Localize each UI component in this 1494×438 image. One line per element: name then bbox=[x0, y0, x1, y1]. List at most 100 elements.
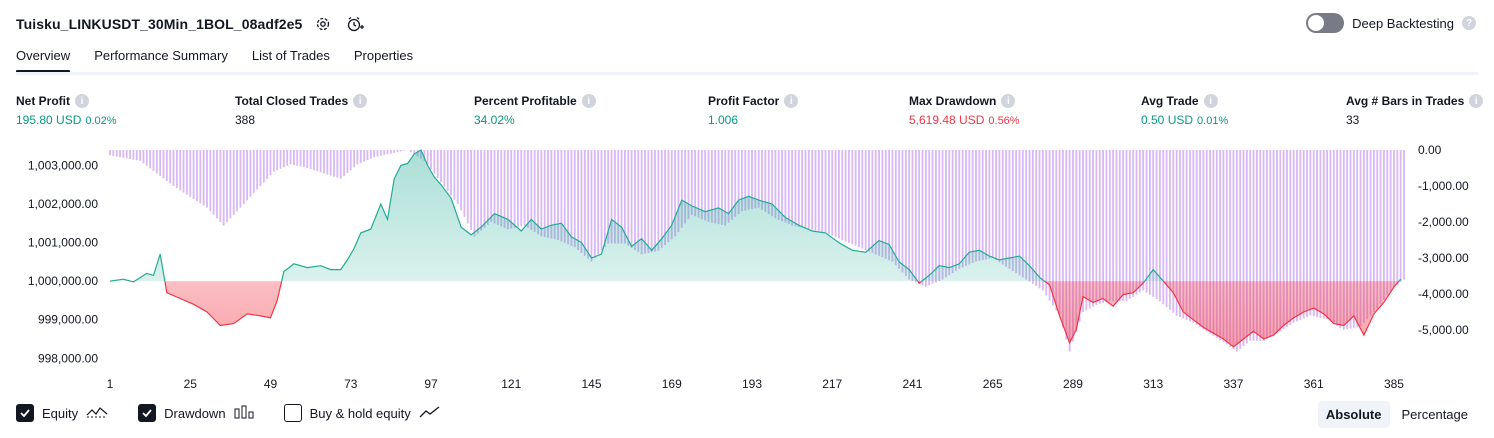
drawdown-bar bbox=[1058, 150, 1061, 316]
info-icon[interactable]: i bbox=[784, 94, 799, 108]
drawdown-bar bbox=[199, 150, 202, 204]
x-axis-tick: 49 bbox=[264, 377, 278, 391]
help-icon[interactable]: ? bbox=[1462, 16, 1476, 30]
drawdown-bar bbox=[1192, 150, 1195, 323]
drawdown-checkbox[interactable] bbox=[138, 404, 157, 422]
drawdown-bar bbox=[690, 150, 693, 215]
drawdown-bar bbox=[453, 150, 456, 200]
drawdown-bar bbox=[560, 150, 563, 242]
x-axis-tick: 289 bbox=[1063, 377, 1083, 391]
drawdown-bar bbox=[1249, 150, 1252, 341]
drawdown-bar bbox=[383, 150, 386, 156]
drawdown-bar bbox=[590, 150, 593, 262]
drawdown-bar bbox=[714, 150, 717, 224]
add-alert-clock-icon[interactable] bbox=[344, 13, 366, 35]
drawdown-bar bbox=[1222, 150, 1225, 343]
drawdown-bar bbox=[239, 150, 242, 208]
drawdown-bar bbox=[580, 150, 583, 253]
drawdown-bar bbox=[1015, 150, 1018, 274]
drawdown-bar bbox=[349, 150, 352, 171]
drawdown-bar bbox=[1276, 150, 1278, 334]
drawdown-bar bbox=[232, 150, 235, 215]
legend-equity[interactable]: Equity bbox=[16, 404, 108, 422]
drawdown-bar bbox=[1299, 150, 1302, 320]
info-icon[interactable]: i bbox=[353, 94, 368, 108]
drawdown-bar bbox=[1235, 150, 1238, 352]
drawdown-bar bbox=[1252, 150, 1255, 341]
equity-checkbox[interactable] bbox=[16, 404, 34, 422]
drawdown-bar bbox=[1356, 150, 1359, 328]
drawdown-bar bbox=[978, 150, 981, 261]
drawdown-bar bbox=[112, 150, 115, 156]
chart-legend: Equity Drawdown Buy & hold equity bbox=[16, 404, 471, 422]
settings-gear-icon[interactable] bbox=[312, 13, 334, 35]
info-icon[interactable]: i bbox=[1469, 94, 1484, 108]
drawdown-bar bbox=[333, 150, 335, 177]
drawdown-bar bbox=[155, 150, 158, 174]
drawdown-bar bbox=[1138, 150, 1141, 293]
metric-max-drawdown: Max Drawdown i 5,619.48 USD 0.56% bbox=[909, 94, 1020, 127]
drawdown-bar bbox=[1095, 150, 1098, 305]
drawdown-bar bbox=[496, 150, 499, 225]
deep-backtesting-toggle[interactable] bbox=[1306, 13, 1345, 33]
x-axis-tick: 217 bbox=[822, 377, 842, 391]
legend-drawdown[interactable]: Drawdown bbox=[138, 404, 254, 422]
percentage-button[interactable]: Percentage bbox=[1401, 407, 1469, 422]
drawdown-bar bbox=[573, 150, 576, 248]
metric-value: 195.80 USD bbox=[16, 113, 82, 127]
tab-performance-summary[interactable]: Performance Summary bbox=[94, 48, 228, 63]
drawdown-bar bbox=[858, 150, 860, 248]
drawdown-bar bbox=[346, 150, 349, 174]
info-icon[interactable]: i bbox=[75, 94, 89, 108]
drawdown-bar bbox=[1359, 150, 1362, 327]
drawdown-bar bbox=[901, 150, 904, 273]
drawdown-bar bbox=[125, 150, 128, 159]
drawdown-bar bbox=[182, 150, 185, 193]
buy-hold-checkbox[interactable] bbox=[283, 404, 302, 422]
info-icon[interactable]: i bbox=[1001, 94, 1016, 108]
drawdown-bar bbox=[884, 150, 887, 259]
drawdown-bar bbox=[874, 150, 877, 255]
tab-list-of-trades[interactable]: List of Trades bbox=[251, 48, 330, 63]
equity-drawdown-chart[interactable]: 1,003,000.00 1,002,000.00 1,001,000.00 1,00… bbox=[0, 140, 1494, 395]
drawdown-bar bbox=[393, 150, 396, 153]
drawdown-bar bbox=[279, 150, 282, 169]
absolute-button[interactable]: Absolute bbox=[1317, 401, 1390, 428]
drawdown-bar bbox=[313, 150, 315, 171]
drawdown-bar bbox=[583, 150, 586, 256]
drawdown-bar bbox=[506, 150, 509, 230]
legend-buy-hold[interactable]: Buy & hold equity bbox=[283, 404, 441, 422]
drawdown-bar bbox=[995, 150, 997, 261]
drawdown-bar bbox=[650, 150, 653, 253]
drawdown-bar bbox=[1028, 150, 1031, 282]
drawdown-bar bbox=[670, 150, 673, 240]
tab-overview[interactable]: Overview bbox=[16, 48, 71, 73]
info-icon[interactable]: i bbox=[1203, 94, 1218, 108]
drawdown-bar bbox=[1169, 150, 1171, 310]
drawdown-bar bbox=[1219, 150, 1222, 341]
drawdown-bar bbox=[968, 150, 971, 265]
drawdown-bar bbox=[720, 150, 723, 225]
right-axis-tick: -5,000.00 bbox=[1418, 323, 1469, 337]
drawdown-bar bbox=[677, 150, 680, 233]
drawdown-bar bbox=[222, 150, 225, 226]
drawdown-bar bbox=[363, 150, 366, 162]
drawdown-bar bbox=[1195, 150, 1198, 325]
drawdown-bar bbox=[1259, 150, 1262, 341]
drawdown-bar bbox=[433, 150, 436, 174]
drawdown-bar bbox=[1108, 150, 1111, 302]
drawdown-bar bbox=[366, 150, 369, 161]
drawdown-bar bbox=[129, 150, 131, 159]
drawdown-bar bbox=[513, 150, 516, 228]
info-icon[interactable]: i bbox=[581, 94, 596, 108]
drawdown-bar bbox=[1209, 150, 1211, 334]
drawdown-bar bbox=[122, 150, 125, 158]
drawdown-bar bbox=[831, 150, 834, 236]
tab-properties[interactable]: Properties bbox=[353, 48, 414, 63]
metric-label: Profit Factor bbox=[708, 94, 780, 108]
strategy-header: Tuisku_LINKUSDT_30Min_1BOL_08adf2e5 bbox=[16, 12, 366, 36]
drawdown-bar bbox=[547, 150, 549, 238]
drawdown-bar bbox=[821, 150, 824, 233]
drawdown-bar bbox=[951, 150, 954, 274]
drawdown-bar bbox=[343, 150, 345, 176]
